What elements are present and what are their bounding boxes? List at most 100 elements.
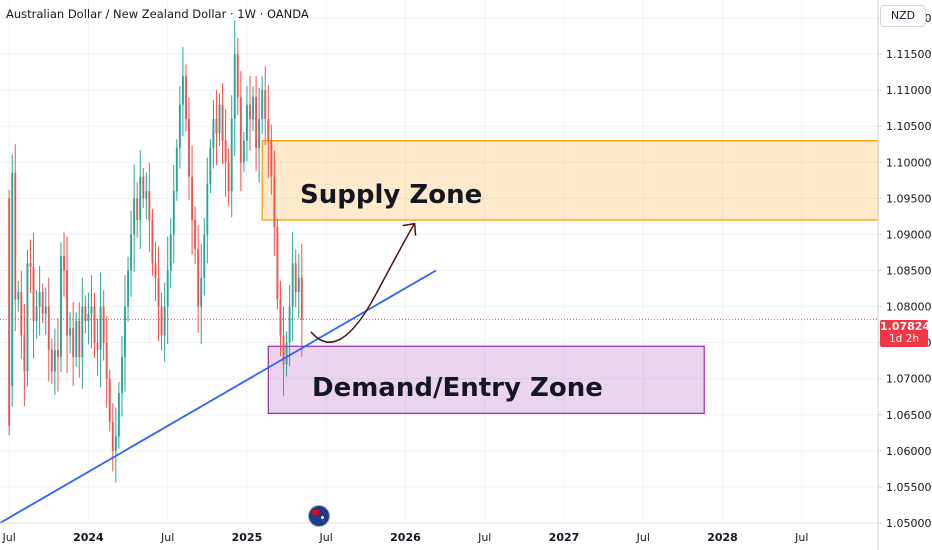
price-tick-label: 1.06500 <box>886 409 932 422</box>
candle-body <box>188 119 190 177</box>
candle-body <box>41 292 44 314</box>
price-axis: 1.120001.115001.110001.105001.100001.095… <box>878 12 932 530</box>
price-tick-label: 1.05500 <box>886 481 932 494</box>
candle-body <box>185 75 187 120</box>
price-tick-label: 1.05000 <box>886 517 932 530</box>
candle-body <box>178 104 181 148</box>
candle-body <box>53 349 56 372</box>
last-price-value: 1.07824 <box>880 320 931 333</box>
candle-body <box>169 234 172 271</box>
candle-body <box>285 342 288 365</box>
time-tick-label: 2025 <box>232 531 263 544</box>
candle-body <box>148 191 151 221</box>
candle-body <box>23 335 26 372</box>
candle-body <box>239 97 242 163</box>
candle-body <box>20 292 23 336</box>
candle-body <box>81 306 84 358</box>
candle-body <box>203 234 206 278</box>
candle-body <box>142 176 145 199</box>
candle-body <box>273 176 276 228</box>
candle-body <box>17 292 20 300</box>
candle-body <box>267 119 270 141</box>
candle-body <box>124 306 126 358</box>
price-tick-label: 1.07000 <box>886 373 932 386</box>
candle-body <box>194 220 197 249</box>
projection-arrow <box>310 223 416 343</box>
price-tick-label: 1.09500 <box>886 192 932 205</box>
candle-body <box>11 173 14 386</box>
time-tick-label: 2027 <box>549 531 580 544</box>
time-tick-label: 2026 <box>390 531 421 544</box>
candle-body <box>44 306 47 314</box>
price-tick-label: 1.08000 <box>886 301 932 314</box>
candle-body <box>215 119 218 134</box>
time-tick-label: 2028 <box>707 531 738 544</box>
candle-body <box>163 306 166 336</box>
candle-body <box>90 306 93 314</box>
candle-body <box>261 90 264 120</box>
candle-body <box>172 191 175 235</box>
time-axis: Jul 2024 Jul 2025 Jul 2026 Jul 2027 Jul 2028 Jul <box>2 531 809 544</box>
candle-body <box>72 328 75 358</box>
symbol-title[interactable]: Australian Dollar / New Zealand Dollar ·… <box>6 7 309 21</box>
candle-body <box>56 349 59 358</box>
price-tick-label: 1.08500 <box>886 265 932 278</box>
candle-body <box>264 90 267 120</box>
price-tick-label: 1.10500 <box>886 120 932 133</box>
candle-body <box>221 104 224 141</box>
candle-body <box>38 292 41 307</box>
candle-body <box>63 256 65 271</box>
time-tick-label: Jul <box>477 531 491 544</box>
candle-body <box>249 104 251 120</box>
time-tick-label: 2024 <box>73 531 104 544</box>
candle-body <box>154 263 157 278</box>
candle-body <box>84 306 87 322</box>
candle-body <box>252 97 254 120</box>
candle-body <box>227 162 230 192</box>
candle-body <box>69 328 72 336</box>
price-tick-label: 1.10000 <box>886 156 932 169</box>
time-tick-label: Jul <box>636 531 650 544</box>
candle-body <box>255 97 258 148</box>
zones-layer <box>261 140 879 414</box>
candle-body <box>60 256 62 358</box>
candle-body <box>233 54 236 120</box>
candle-body <box>191 176 194 221</box>
candle-body <box>218 104 221 134</box>
drawings-layer <box>0 222 878 524</box>
candle-body <box>282 335 285 365</box>
candle-body <box>8 198 11 426</box>
demand-zone-label: Demand/Entry Zone <box>312 373 603 403</box>
candle-body <box>111 422 114 451</box>
candles-layer <box>8 20 303 483</box>
candle-body <box>14 173 17 300</box>
candle-body <box>29 263 32 267</box>
candle-body <box>145 191 148 199</box>
candle-body <box>26 263 29 372</box>
candle-body <box>230 119 233 192</box>
candle-body <box>114 436 117 451</box>
trendline <box>0 269 437 524</box>
currency-badge[interactable]: NZD <box>880 5 926 27</box>
candle-body <box>127 270 129 307</box>
candle-body <box>276 227 279 300</box>
demand-zone-box <box>267 345 705 414</box>
au-flag-icon[interactable] <box>308 505 330 527</box>
candle-body <box>102 306 105 343</box>
candle-body <box>291 263 294 307</box>
candle-body <box>133 198 136 235</box>
candle-body <box>270 140 273 177</box>
candle-body <box>245 104 248 141</box>
candle-body <box>181 75 184 105</box>
candle-body <box>93 306 96 343</box>
candle-body <box>236 54 239 98</box>
candle-body <box>136 198 139 221</box>
last-price-badge: 1.07824 1d 2h <box>880 320 931 347</box>
candle-body <box>200 277 203 307</box>
candle-body <box>87 313 90 322</box>
candle-body <box>258 119 261 148</box>
candle-body <box>50 349 53 372</box>
candle-body <box>300 277 303 320</box>
candle-body <box>35 306 38 322</box>
